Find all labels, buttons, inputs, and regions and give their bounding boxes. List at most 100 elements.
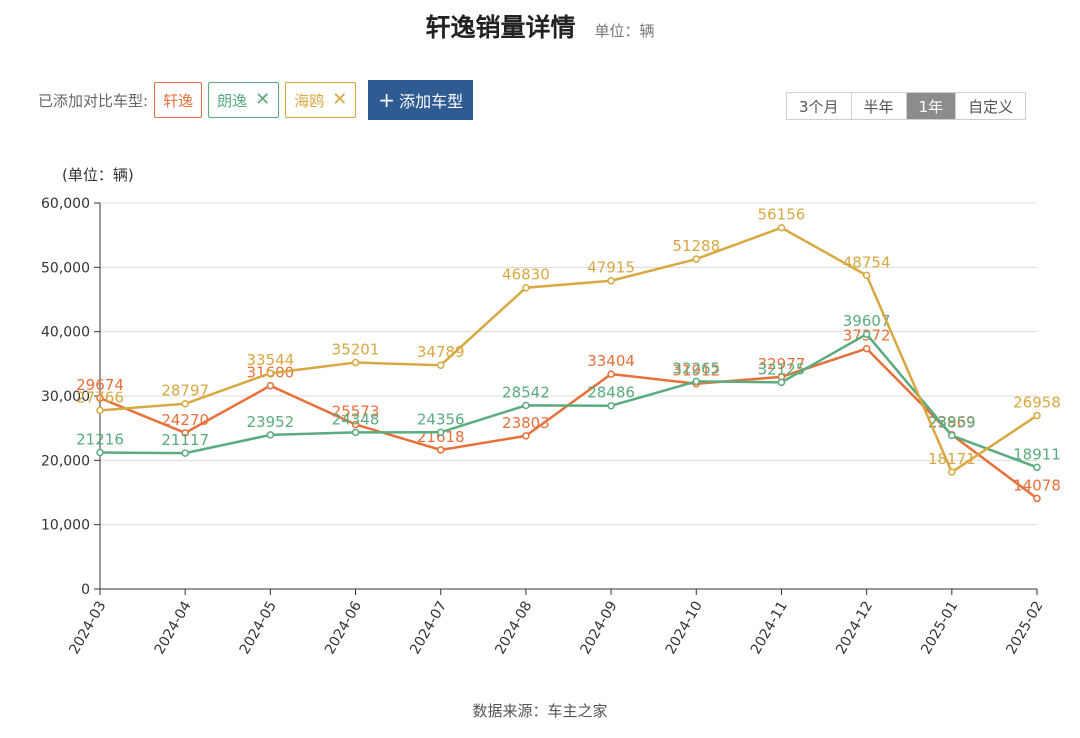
y-tick-label: 30,000 [41, 389, 90, 405]
data-point [862, 271, 871, 280]
data-label: 23952 [247, 413, 295, 431]
data-label: 21216 [76, 431, 124, 449]
data-label: 18171 [928, 450, 976, 468]
data-label: 27766 [76, 388, 124, 406]
data-label: 47915 [587, 259, 635, 277]
chart-header: 轩逸销量详情 单位：辆 [0, 8, 1080, 44]
compare-chip-xuanyi[interactable]: 轩逸 [154, 82, 203, 118]
y-tick-label: 50,000 [41, 260, 90, 276]
data-point [692, 255, 701, 263]
data-point [607, 370, 615, 378]
x-tick-label: 2024-05 [237, 599, 280, 658]
x-tick-label: 2024-08 [492, 599, 535, 658]
data-label: 24356 [417, 410, 465, 428]
compare-bar: 已添加对比车型: 轩逸 朗逸 ✕ 海鸥 ✕ + 添加车型 [38, 80, 474, 120]
data-point [522, 283, 530, 292]
data-label: 46830 [502, 266, 550, 284]
y-tick-label: 40,000 [41, 325, 90, 341]
data-point [266, 369, 275, 377]
data-point [607, 401, 615, 410]
chip-label: 轩逸 [163, 91, 194, 110]
x-tick-label: 2024-04 [152, 598, 195, 657]
data-point [351, 428, 360, 437]
data-point [522, 401, 530, 410]
data-point [862, 330, 871, 338]
data-point [1033, 411, 1041, 420]
add-model-button[interactable]: + 添加车型 [368, 80, 474, 120]
title-unit: 单位：辆 [594, 22, 655, 40]
remove-icon[interactable]: ✕ [255, 89, 271, 110]
data-label: 26958 [1013, 394, 1061, 412]
y-tick-label: 10,000 [41, 518, 90, 534]
chip-label: 海鸥 [294, 91, 325, 110]
x-tick-label: 2024-09 [578, 599, 621, 658]
x-tick-label: 2025-02 [1003, 599, 1046, 658]
data-point [266, 431, 275, 439]
data-label: 29674 [76, 376, 124, 394]
data-label: 39607 [843, 312, 891, 330]
data-label: 28542 [502, 383, 550, 401]
page-title: 轩逸销量详情 [425, 13, 576, 42]
data-point [436, 446, 445, 454]
data-label: 14078 [1013, 476, 1061, 494]
data-point [181, 399, 189, 408]
data-point [96, 448, 104, 457]
data-point [777, 223, 786, 232]
remove-icon[interactable]: ✕ [332, 89, 348, 110]
data-point [1033, 494, 1041, 503]
data-label: 48754 [843, 253, 891, 271]
data-point [436, 361, 445, 369]
compare-label: 已添加对比车型: [38, 91, 149, 110]
data-label: 24348 [332, 410, 380, 428]
range-custom[interactable]: 自定义 [956, 93, 1026, 119]
data-point [777, 378, 786, 387]
data-label: 51288 [672, 237, 720, 255]
data-point [1033, 463, 1041, 472]
data-source: 数据来源：车主之家 [472, 702, 608, 720]
x-tick-label: 2024-07 [407, 599, 450, 658]
x-tick-label: 2024-06 [322, 598, 365, 657]
data-point [692, 377, 701, 386]
chip-label: 朗逸 [217, 91, 248, 110]
data-point [351, 420, 360, 429]
y-tick-label: 20,000 [41, 453, 90, 469]
series-line [99, 226, 1038, 474]
data-label: 34789 [417, 343, 465, 361]
data-point [96, 394, 104, 402]
data-point [607, 276, 615, 285]
x-tick-label: 2024-10 [663, 599, 706, 658]
data-label: 21117 [161, 431, 209, 449]
data-point [436, 428, 445, 437]
data-point [862, 344, 871, 353]
compare-chip-langyi[interactable]: 朗逸 ✕ [208, 82, 280, 118]
data-label: 56156 [758, 206, 806, 224]
data-label: 32125 [758, 360, 806, 378]
plus-icon: + [378, 88, 396, 112]
range-half-year[interactable]: 半年 [851, 93, 907, 119]
data-label: 18911 [1013, 445, 1061, 463]
data-label: 35201 [332, 341, 380, 359]
data-label: 28486 [587, 384, 635, 402]
range-1-year[interactable]: 1年 [906, 93, 957, 119]
time-range-selector: 3个月 半年 1年 自定义 [786, 92, 1027, 120]
data-label: 23859 [928, 414, 976, 432]
data-label: 33404 [587, 352, 635, 370]
y-axis-unit: (单位：辆) [62, 166, 134, 184]
data-point [948, 431, 956, 440]
data-label: 24270 [161, 411, 209, 429]
data-label: 32977 [758, 355, 806, 373]
data-point [181, 429, 189, 437]
data-point [948, 468, 956, 476]
data-label: 23803 [502, 414, 550, 432]
data-label: 33544 [247, 351, 295, 369]
x-tick-label: 2024-11 [748, 599, 791, 658]
x-tick-label: 2025-01 [918, 599, 961, 658]
y-tick-label: 60,000 [41, 196, 90, 212]
data-label: 31912 [672, 362, 720, 380]
compare-chip-haiou[interactable]: 海鸥 ✕ [285, 82, 357, 118]
range-3-months[interactable]: 3个月 [787, 93, 852, 119]
data-label: 28797 [161, 382, 209, 400]
add-model-label: 添加车型 [399, 92, 464, 111]
data-label: 32265 [672, 359, 720, 377]
